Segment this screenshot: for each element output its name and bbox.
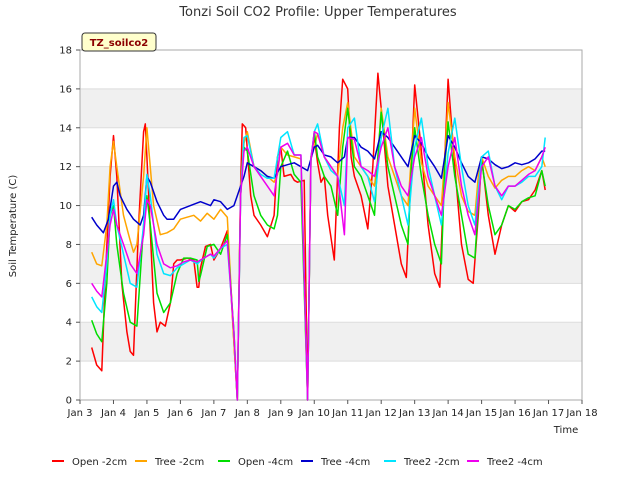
grid-band <box>80 88 582 128</box>
y-tick-label: 0 <box>66 396 72 407</box>
x-axis-ticks: Jan 3 Jan 4 Jan 5 Jan 6 Jan 7 Jan 8 Jan 9 Jan 1… <box>67 400 598 419</box>
y-tick-label: 10 <box>59 201 72 212</box>
y-tick-label: 4 <box>66 318 72 329</box>
legend-label: Tree2 -2cm <box>403 457 460 468</box>
x-tick-label: Jan 18 <box>565 408 597 419</box>
chart-title: Tonzi Soil CO2 Profile: Upper Temperatur… <box>178 5 457 20</box>
legend-label: Tree -2cm <box>154 457 204 468</box>
plot-frame <box>79 49 583 401</box>
y-axis-ticks: 0 2 4 6 8 10 12 14 16 18 <box>59 46 80 407</box>
y-tick-label: 2 <box>66 357 72 368</box>
x-tick-label: Jan 10 <box>298 408 330 419</box>
x-tick-label: Jan 16 <box>498 408 530 419</box>
x-tick-label: Jan 8 <box>234 408 260 419</box>
x-tick-label: Jan 15 <box>465 408 497 419</box>
x-tick-label: Jan 14 <box>431 408 463 419</box>
legend-label: Tree2 -4cm <box>486 457 543 468</box>
y-axis-label: Soil Temperature (C) <box>8 175 19 278</box>
x-tick-label: Jan 13 <box>398 408 430 419</box>
series-line-tree2-4cm <box>91 127 546 401</box>
y-tick-label: 16 <box>59 84 72 95</box>
site-label-box: TZ_soilco2 <box>81 32 157 52</box>
legend-label: Tree -4cm <box>320 457 370 468</box>
x-tick-label: Jan 6 <box>167 408 193 419</box>
x-tick-label: Jan 7 <box>200 408 226 419</box>
x-tick-label: Jan 11 <box>331 408 363 419</box>
series-lines <box>90 72 546 401</box>
x-tick-label: Jan 9 <box>267 408 293 419</box>
y-tick-label: 6 <box>66 279 72 290</box>
x-tick-label: Jan 17 <box>532 408 564 419</box>
y-tick-label: 14 <box>59 123 72 134</box>
grid-bands <box>80 88 582 362</box>
y-tick-label: 8 <box>66 240 72 251</box>
y-tick-label: 12 <box>59 162 72 173</box>
site-label: TZ_soilco2 <box>90 38 149 49</box>
x-tick-label: Jan 4 <box>100 408 126 419</box>
legend: Open -2cm Tree -2cm Open -4cm Tree -4cm Tree… <box>52 457 543 468</box>
x-axis-label: Time <box>553 425 578 436</box>
x-tick-label: Jan 3 <box>67 408 93 419</box>
series-line-open-2cm <box>90 72 546 401</box>
legend-label: Open -4cm <box>238 457 293 468</box>
grid-band <box>80 322 582 362</box>
x-tick-label: Jan 12 <box>365 408 397 419</box>
y-tick-label: 18 <box>59 46 72 57</box>
legend-label: Open -2cm <box>72 457 127 468</box>
x-tick-label: Jan 5 <box>133 408 159 419</box>
